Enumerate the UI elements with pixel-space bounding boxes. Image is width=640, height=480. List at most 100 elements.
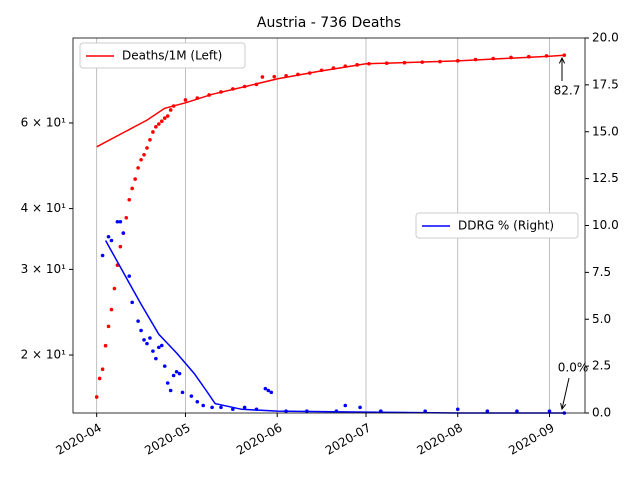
data-point bbox=[130, 186, 134, 191]
data-point bbox=[151, 349, 155, 353]
data-point bbox=[148, 336, 152, 340]
data-point bbox=[266, 388, 271, 393]
data-point bbox=[142, 153, 146, 157]
data-point bbox=[491, 56, 496, 61]
data-point bbox=[562, 53, 567, 57]
data-point bbox=[420, 60, 425, 64]
data-point bbox=[455, 407, 460, 412]
data-point bbox=[307, 71, 312, 75]
data-point bbox=[526, 54, 531, 59]
data-point bbox=[112, 286, 117, 291]
data-point bbox=[139, 157, 143, 162]
data-point bbox=[284, 74, 288, 78]
y-tick-label: 4 × 10¹ bbox=[21, 201, 67, 215]
data-point bbox=[130, 300, 134, 305]
legend-box bbox=[415, 212, 579, 239]
data-point bbox=[162, 116, 167, 120]
data-point bbox=[189, 394, 194, 398]
data-point bbox=[343, 64, 348, 68]
data-point bbox=[242, 84, 247, 89]
legend-box bbox=[79, 42, 246, 69]
data-point bbox=[254, 82, 259, 87]
data-point bbox=[127, 198, 132, 202]
data-point bbox=[118, 219, 123, 224]
data-point bbox=[438, 59, 442, 64]
data-point bbox=[254, 407, 259, 412]
y2-tick-label: 17.5 bbox=[592, 77, 619, 91]
data-point bbox=[157, 122, 161, 126]
data-line bbox=[104, 240, 565, 414]
data-point bbox=[423, 409, 427, 413]
data-point bbox=[547, 409, 552, 413]
y2-tick-label: 15.0 bbox=[592, 124, 619, 138]
data-point bbox=[159, 343, 164, 348]
data-point bbox=[305, 409, 309, 413]
data-point bbox=[296, 72, 300, 77]
data-point bbox=[171, 373, 176, 378]
y2-tick-label: 12.5 bbox=[592, 171, 619, 185]
data-point bbox=[106, 234, 111, 239]
data-point bbox=[210, 405, 214, 410]
legend-label: Deaths/1M (Left) bbox=[122, 49, 222, 63]
data-point bbox=[142, 338, 146, 342]
y2-tick-label: 7.5 bbox=[592, 265, 611, 279]
data-point bbox=[195, 96, 200, 100]
data-point bbox=[168, 108, 173, 112]
data-line bbox=[96, 54, 565, 148]
data-point bbox=[183, 98, 188, 102]
data-point bbox=[473, 57, 478, 62]
annotation: 0.0% bbox=[558, 361, 589, 375]
data-point bbox=[272, 74, 277, 79]
data-point bbox=[195, 399, 200, 404]
data-point bbox=[319, 68, 324, 73]
data-point bbox=[269, 390, 274, 395]
data-point bbox=[334, 409, 339, 413]
annotation: 82.7 bbox=[554, 84, 581, 98]
data-point bbox=[201, 403, 206, 408]
data-point bbox=[115, 219, 120, 224]
data-point bbox=[260, 75, 265, 79]
data-point bbox=[485, 409, 490, 413]
data-point bbox=[127, 274, 132, 278]
y2-tick-label: 20.0 bbox=[592, 31, 619, 45]
data-point bbox=[97, 376, 102, 381]
data-point bbox=[136, 319, 140, 323]
data-point bbox=[331, 66, 336, 70]
data-point bbox=[174, 369, 179, 374]
data-point bbox=[207, 93, 211, 97]
data-point bbox=[159, 119, 164, 123]
data-point bbox=[384, 61, 389, 66]
data-point bbox=[242, 405, 247, 410]
data-point bbox=[284, 409, 288, 413]
y2-tick-label: 2.5 bbox=[592, 359, 611, 373]
data-point bbox=[151, 130, 155, 134]
data-point bbox=[121, 231, 126, 235]
data-point bbox=[515, 409, 519, 413]
data-point bbox=[139, 328, 143, 333]
data-point bbox=[136, 166, 140, 170]
data-point bbox=[358, 405, 362, 410]
data-point bbox=[157, 345, 161, 350]
data-point bbox=[154, 356, 158, 361]
data-point bbox=[180, 390, 185, 395]
data-point bbox=[367, 61, 371, 66]
data-point bbox=[109, 238, 114, 243]
data-point bbox=[355, 63, 359, 67]
arrow-head bbox=[560, 403, 567, 411]
data-point bbox=[109, 307, 114, 312]
data-point bbox=[154, 125, 158, 129]
data-point bbox=[165, 381, 170, 385]
y-tick-label: 3 × 10¹ bbox=[21, 262, 67, 276]
data-point bbox=[103, 343, 108, 348]
data-point bbox=[145, 146, 149, 150]
chart-title: Austria - 736 Deaths bbox=[257, 15, 401, 31]
data-point bbox=[168, 388, 173, 393]
data-point bbox=[402, 60, 407, 65]
data-point bbox=[106, 324, 111, 329]
data-point bbox=[94, 395, 99, 399]
y2-tick-label: 10.0 bbox=[592, 218, 619, 232]
data-point bbox=[231, 407, 235, 412]
data-point bbox=[177, 371, 182, 376]
